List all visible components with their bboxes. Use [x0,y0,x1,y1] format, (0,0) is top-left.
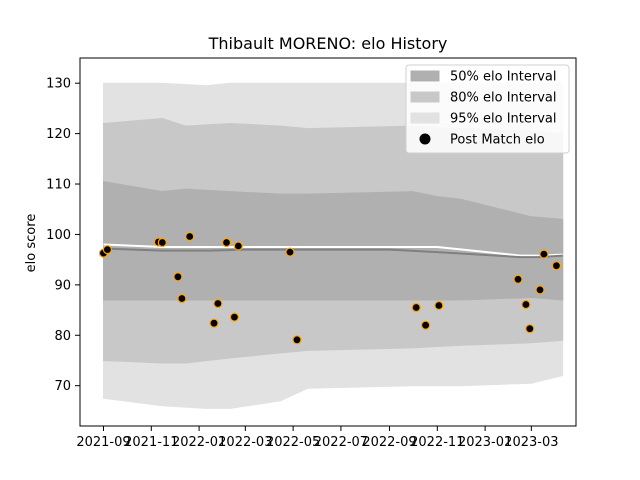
x-tick-label: 2022-01 [172,435,226,450]
post-match-points [98,231,562,345]
y-tick-label: 100 [46,228,71,243]
x-tick-label: 2023-03 [504,435,558,450]
post-match-elo-point [102,245,113,255]
y-tick-label: 80 [54,329,71,344]
x-tick-label: 2021-09 [76,435,130,450]
interval-bands [103,82,564,409]
post-match-elo-point [513,274,523,284]
y-tick-label: 120 [46,127,71,142]
y-tick-label: 110 [46,178,71,193]
chart-title: Thibault MORENO: elo History [208,34,448,53]
post-match-elo-point [221,237,232,248]
legend-marker [419,133,431,145]
legend-label: 50% elo Interval [450,70,557,85]
x-tick-label: 2022-09 [362,435,416,450]
y-tick-label: 130 [46,77,71,92]
x-tick-label: 2022-05 [266,435,320,450]
x-axis-ticks: 2021-092021-112022-012022-032022-052022-… [76,426,559,450]
legend-swatch [410,112,440,124]
legend-label: 95% elo Interval [450,112,557,127]
post-match-elo-point [292,335,302,345]
legend-box [405,64,570,154]
post-match-elo-point [285,247,295,257]
post-match-elo-point [233,241,243,251]
median-line [103,247,563,259]
y-tick-label: 90 [54,278,71,293]
post-match-elo-point [535,285,545,295]
post-match-elo-point [411,302,421,313]
post-match-elo-point [539,249,549,259]
post-match-elo-point [209,318,219,328]
post-match-elo-point [521,299,531,310]
legend-swatch [410,91,440,103]
x-tick-label: 2023-01 [458,435,512,450]
legend-swatch [410,70,440,82]
x-tick-label: 2022-11 [410,435,464,450]
x-tick-label: 2022-03 [218,435,272,450]
post-match-elo-point [157,237,167,248]
post-match-elo-point [173,272,183,282]
post-match-elo-point [213,298,223,309]
post-match-elo-point [185,231,195,242]
mean-line [103,243,563,257]
post-match-elo-point [525,324,535,334]
legend-label: Post Match elo [450,133,545,148]
legend-label: 80% elo Interval [450,91,557,106]
y-axis-ticks: 70 80 90 100 110 120 130 [46,77,80,394]
post-match-elo-point [434,300,444,311]
y-tick-label: 70 [54,379,71,394]
post-match-elo-point [551,261,562,271]
x-tick-label: 2022-07 [314,435,368,450]
y-axis-label: elo score [24,214,39,273]
post-match-elo-point [421,320,431,330]
trend-lines [103,243,563,259]
plot-frame [79,57,577,427]
post-match-elo-point [177,293,187,304]
x-tick-label: 2021-11 [124,435,178,450]
post-match-elo-point [229,312,239,322]
legend: 50% elo Interval 80% elo Interval 95% elo … [405,64,570,154]
